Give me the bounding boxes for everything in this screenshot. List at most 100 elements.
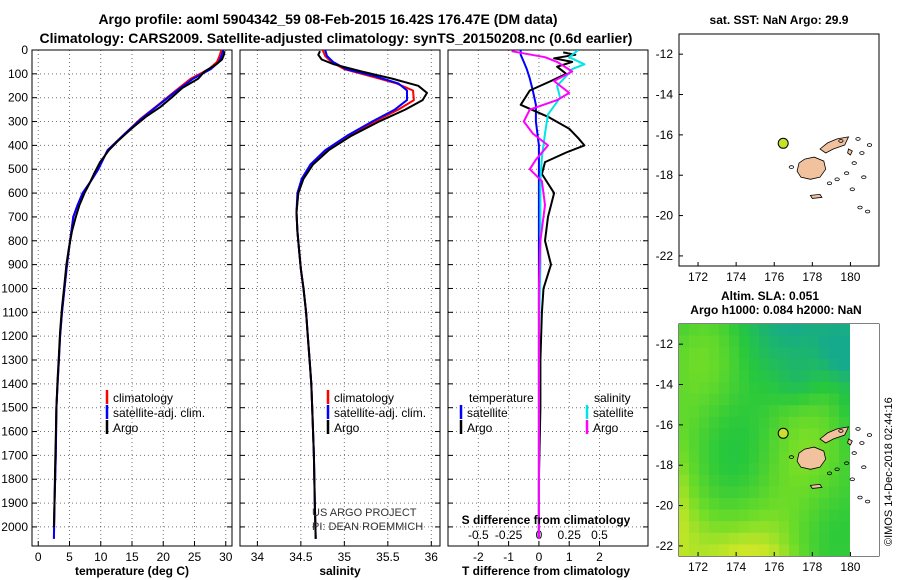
depth-tick-label: 600 <box>8 186 28 200</box>
sla-cell <box>839 544 850 556</box>
longitude-tick-label: 172 <box>688 270 708 284</box>
sla-cell <box>739 509 750 522</box>
x-tick-label: 20 <box>157 550 171 564</box>
sla-cell <box>779 393 790 406</box>
sla-cell <box>739 370 750 383</box>
sla-cell <box>809 335 820 348</box>
sla-cell <box>699 474 710 487</box>
sla-cell <box>799 428 810 441</box>
sla-cell <box>769 463 780 476</box>
sla-cell <box>839 440 850 453</box>
sla-cell <box>719 474 730 487</box>
sla-cell <box>839 451 850 464</box>
sla-cell <box>769 382 780 395</box>
sla-cell <box>759 393 770 406</box>
sla-cell <box>839 416 850 429</box>
sla-cell <box>839 382 850 395</box>
sla-map-title-line-2: Argo h1000: 0.084 h2000: NaN <box>690 303 861 317</box>
islet-outline <box>861 465 867 470</box>
sla-cell <box>759 451 770 464</box>
sla-cell <box>769 486 780 499</box>
sla-cell <box>719 428 730 441</box>
sla-cell <box>769 370 780 383</box>
salinity-plot-frame <box>239 49 441 547</box>
sla-cell <box>709 486 720 499</box>
sla-cell <box>789 405 800 418</box>
sla-cell <box>739 416 750 429</box>
island-taveuni <box>847 438 853 446</box>
sla-cell <box>699 335 710 348</box>
sla-cell <box>789 393 800 406</box>
depth-tick-label: 1600 <box>1 425 28 439</box>
sla-cell <box>689 521 700 534</box>
sla-cell <box>729 498 740 511</box>
legend-label-climatology: climatology <box>113 391 173 405</box>
sla-cell <box>679 509 690 522</box>
series-line-argo <box>295 50 428 539</box>
sla-cell <box>779 486 790 499</box>
sla-cell <box>779 358 790 371</box>
sla-cell <box>829 405 840 418</box>
sla-cell <box>839 393 850 406</box>
sla-cell <box>729 474 740 487</box>
sla-cell <box>829 335 840 348</box>
depth-tick-label: 400 <box>8 138 28 152</box>
sla-cell <box>749 393 760 406</box>
sla-cell <box>819 358 830 371</box>
sla-cell <box>709 521 720 534</box>
sla-cell <box>769 440 780 453</box>
sla-cell <box>749 405 760 418</box>
x-tick-label: 35 <box>338 550 352 564</box>
legend-label-argo: Argo <box>113 421 139 435</box>
sla-cell <box>789 335 800 348</box>
sla-cell <box>719 498 730 511</box>
sla-cell <box>749 358 760 371</box>
sla-cell <box>709 498 720 511</box>
sla-cell <box>769 509 780 522</box>
sla-cell <box>729 393 740 406</box>
sla-cell <box>699 521 710 534</box>
sla-cell <box>729 324 740 337</box>
salinity-grid <box>240 49 440 546</box>
sla-cell <box>679 428 690 441</box>
longitude-tick-label: 172 <box>688 560 708 574</box>
sla-cell <box>839 463 850 476</box>
sla-cell <box>819 509 830 522</box>
x-tick-label: -1 <box>503 550 514 564</box>
sla-cell <box>719 416 730 429</box>
sla-cell <box>719 393 730 406</box>
sla-cell <box>709 382 720 395</box>
sla-cell <box>829 544 840 556</box>
imos-watermark: ©IMOS 14-Dec-2018 02:44:16 <box>883 397 895 546</box>
sla-cell <box>689 451 700 464</box>
sla-cell <box>809 370 820 383</box>
x-tick-label: 34.5 <box>289 550 313 564</box>
sla-cell <box>739 486 750 499</box>
longitude-tick-label: 174 <box>726 270 746 284</box>
sla-cell <box>679 544 690 556</box>
sla-cell <box>749 382 760 395</box>
sla-cell <box>709 393 720 406</box>
sla-cell <box>719 358 730 371</box>
sla-cell <box>729 521 740 534</box>
sla-cell <box>809 393 820 406</box>
sla-cell <box>759 416 770 429</box>
temperature-grid <box>32 49 232 546</box>
sla-cell <box>699 347 710 360</box>
islet-outline <box>834 177 840 182</box>
sla-cell <box>799 521 810 534</box>
sla-cell <box>719 463 730 476</box>
sla-cell <box>789 463 800 476</box>
sla-map-panel: Altim. SLA: 0.051 Argo h1000: 0.084 h200… <box>656 289 880 574</box>
sla-cell <box>689 324 700 337</box>
sla-cell <box>769 335 780 348</box>
sla-cell <box>789 382 800 395</box>
sla-cell <box>729 370 740 383</box>
sla-cell <box>679 335 690 348</box>
sla-cell <box>799 335 810 348</box>
sst-map-panel: sat. SST: NaN Argo: 29.9 -12 -14 -16 -18 -20… <box>656 13 880 284</box>
depth-tick-label: 1900 <box>1 496 28 510</box>
sla-cell <box>829 521 840 534</box>
sla-cell <box>809 358 820 371</box>
sla-cell <box>759 370 770 383</box>
